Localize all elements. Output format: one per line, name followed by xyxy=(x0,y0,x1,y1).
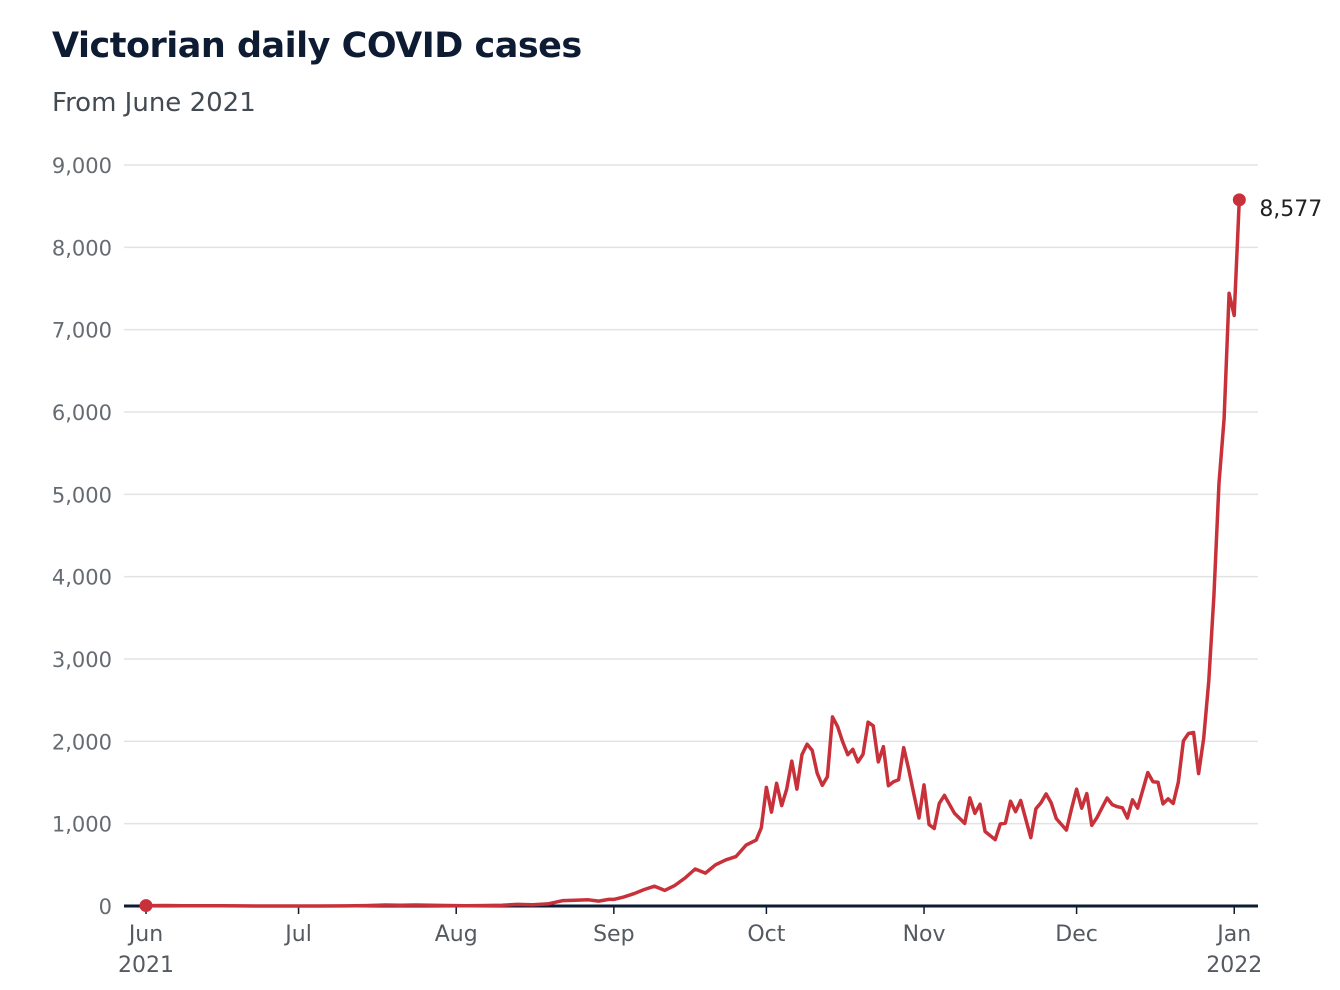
x-axis: Jun 2021 Jul Aug Sep Oct Nov Dec Jan 2022 xyxy=(118,904,1262,978)
chart-title: Victorian daily COVID cases xyxy=(52,26,582,66)
x-tick-label: Jun xyxy=(127,922,163,947)
y-tick-label: 0 xyxy=(99,895,112,919)
y-tick-label: 5,000 xyxy=(52,483,112,507)
x-tick-label: Aug xyxy=(435,922,478,947)
start-point xyxy=(139,899,153,913)
y-tick-label: 3,000 xyxy=(52,648,112,672)
y-tick-label: 7,000 xyxy=(52,319,112,343)
x-tick-label: Oct xyxy=(747,922,785,947)
y-tick-label: 4,000 xyxy=(52,566,112,590)
x-tick-label: Dec xyxy=(1055,922,1098,947)
x-tick-year-label: 2021 xyxy=(118,953,174,978)
end-value-label: 8,577 xyxy=(1259,197,1322,222)
chart-subtitle: From June 2021 xyxy=(52,88,256,118)
y-tick-label: 1,000 xyxy=(52,813,112,837)
plot-area: 8,577 xyxy=(139,193,1322,913)
x-tick-label: Jul xyxy=(283,922,312,947)
y-tick-label: 8,000 xyxy=(52,236,112,260)
series-line xyxy=(144,198,1242,908)
grid-lines xyxy=(124,164,1258,825)
end-point xyxy=(1232,193,1246,207)
x-tick-year-label: 2022 xyxy=(1206,953,1262,978)
y-tick-label: 6,000 xyxy=(52,401,112,425)
y-tick-label: 2,000 xyxy=(52,730,112,754)
y-tick-label: 9,000 xyxy=(52,154,112,178)
x-tick-label: Nov xyxy=(903,922,946,947)
x-tick-label: Sep xyxy=(593,922,634,947)
y-axis: 0 1,000 2,000 3,000 4,000 5,000 6,000 7,000 8,00… xyxy=(52,154,112,919)
x-tick-label: Jan xyxy=(1215,922,1251,947)
